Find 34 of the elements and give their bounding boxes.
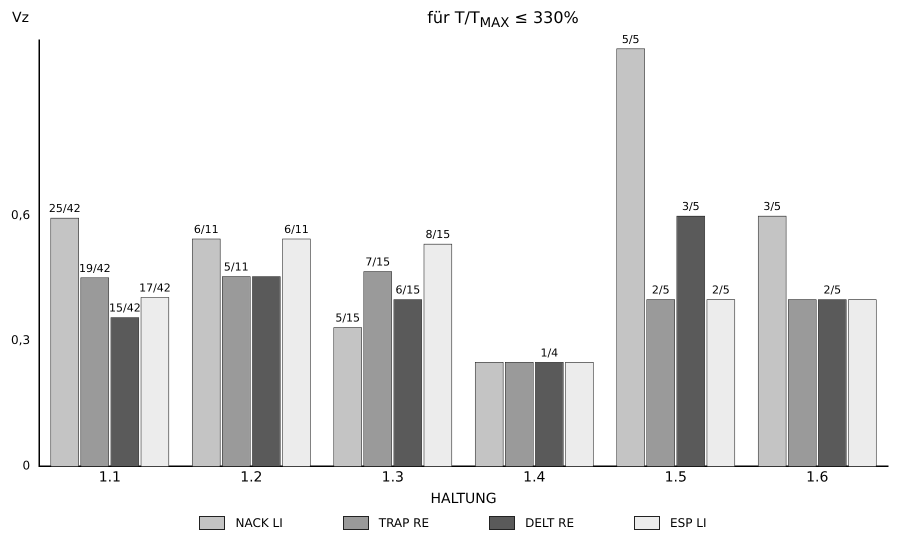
data-label: 8/15 bbox=[426, 228, 450, 242]
x-tick-label: 1.6 bbox=[806, 469, 828, 486]
x-tick-label: 1.1 bbox=[98, 469, 121, 486]
data-label: 6/15 bbox=[395, 284, 420, 297]
data-label: 15/42 bbox=[109, 302, 141, 315]
legend-label: TRAP RE bbox=[378, 516, 430, 530]
data-label: 17/42 bbox=[139, 282, 171, 295]
data-label: 5/15 bbox=[335, 312, 360, 325]
x-tick-label: 1.3 bbox=[382, 469, 404, 486]
data-label: 7/15 bbox=[365, 256, 390, 269]
data-label: 2/5 bbox=[652, 284, 670, 297]
y-tick-label: 0,6 bbox=[10, 208, 30, 222]
chart-title: für T/T$_{MAX}$ ≤ 330% bbox=[426, 8, 580, 32]
data-label: 5/11 bbox=[224, 260, 249, 274]
x-tick-label: 1.5 bbox=[664, 469, 687, 486]
y-tick-label: 0,3 bbox=[10, 333, 30, 348]
legend-label: ESP LI bbox=[670, 516, 707, 530]
data-label: 2/5 bbox=[712, 284, 730, 297]
data-label: 6/11 bbox=[194, 223, 219, 236]
y-axis-title: Vz bbox=[12, 10, 29, 26]
x-tick-label: 1.4 bbox=[523, 469, 546, 486]
data-label: 3/5 bbox=[682, 200, 700, 214]
data-label: 3/5 bbox=[763, 200, 782, 214]
y-tick-label: 0 bbox=[22, 458, 30, 473]
data-label: 5/5 bbox=[622, 32, 640, 46]
data-label: 6/11 bbox=[284, 223, 309, 236]
x-axis-title: HALTUNG bbox=[430, 491, 497, 508]
data-label: 1/4 bbox=[540, 346, 558, 360]
legend-label: NACK LI bbox=[235, 516, 283, 530]
x-tick-label: 1.2 bbox=[240, 469, 262, 486]
data-label: 2/5 bbox=[823, 284, 842, 297]
data-label: 19/42 bbox=[78, 262, 111, 275]
legend-label: DELT RE bbox=[525, 516, 574, 530]
data-label: 25/42 bbox=[48, 202, 81, 216]
